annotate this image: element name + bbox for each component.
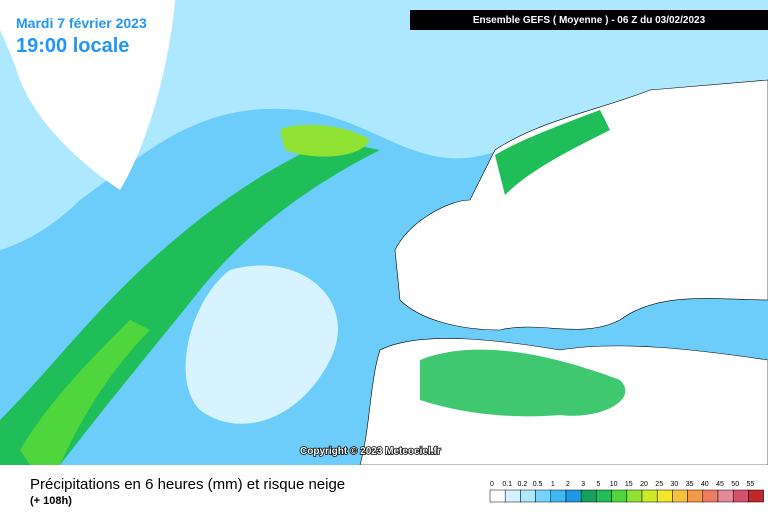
- europe: [394, 79, 768, 331]
- legend-swatch: [520, 489, 536, 503]
- date: Mardi 7 février 2023: [16, 15, 147, 31]
- legend-swatch: [596, 489, 612, 503]
- greenland: [0, 0, 175, 190]
- legend-swatch: [687, 489, 704, 503]
- precip-light: [185, 265, 338, 424]
- legend-label: 55: [747, 481, 755, 488]
- legend-label: 0.2: [518, 481, 528, 488]
- run-info: Ensemble GEFS ( Moyenne ) - 06 Z du 03/0…: [473, 15, 706, 26]
- legend-label: 0.5: [533, 481, 543, 488]
- local-time: 19:00 locale: [16, 35, 129, 57]
- legend-label: 1: [551, 481, 555, 488]
- legend-label: 0.1: [502, 481, 512, 488]
- legend-label: 2: [566, 481, 570, 488]
- legend-swatch: [611, 489, 628, 503]
- legend-label: 35: [686, 481, 694, 488]
- legend-swatch: [702, 489, 719, 503]
- legend-swatch: [580, 489, 597, 503]
- legend-swatch: [504, 489, 521, 503]
- map: Ensemble GEFS ( Moyenne ) - 06 Z du 03/0…: [0, 0, 768, 466]
- legend-swatch: [672, 489, 688, 503]
- mediterranean-precip: [420, 349, 626, 417]
- legend-swatch: [641, 489, 658, 503]
- legend: 0 0.1 0.2 0.5 1 2 3 5 10 15 20 25 30 35 40 45 50 55: [489, 481, 764, 503]
- precip-core: [20, 320, 150, 465]
- legend-label: 40: [701, 481, 709, 488]
- copyright: Copyright © 2023 Meteociel.fr: [300, 446, 441, 457]
- run-banner: [410, 10, 768, 30]
- lead-time: (+ 108h): [30, 495, 72, 507]
- precip-light: [0, 0, 768, 250]
- legend-label: 15: [625, 481, 633, 488]
- footer-title: Précipitations en 6 heures (mm) et risqu…: [30, 476, 345, 493]
- norway-precip: [495, 110, 610, 195]
- legend-label: 50: [731, 481, 739, 488]
- legend-label: 30: [671, 481, 679, 488]
- legend-swatch: [535, 489, 552, 503]
- legend-swatch: [626, 489, 643, 503]
- legend-swatch: [489, 489, 506, 503]
- legend-label: 0: [490, 481, 494, 488]
- legend-label: 45: [716, 481, 724, 488]
- legend-label: 5: [596, 481, 600, 488]
- iceland: [280, 124, 370, 157]
- legend-swatch: [732, 489, 749, 503]
- legend-label: 20: [640, 481, 648, 488]
- legend-swatch: [550, 489, 567, 503]
- legend-swatch: [717, 489, 734, 503]
- legend-label: 10: [610, 481, 618, 488]
- legend-label: 3: [581, 481, 585, 488]
- legend-label: 25: [655, 481, 663, 488]
- legend-swatch: [656, 489, 673, 503]
- legend-swatch: [565, 489, 582, 503]
- legend-swatch: [748, 489, 764, 503]
- footer-panel: [0, 465, 768, 512]
